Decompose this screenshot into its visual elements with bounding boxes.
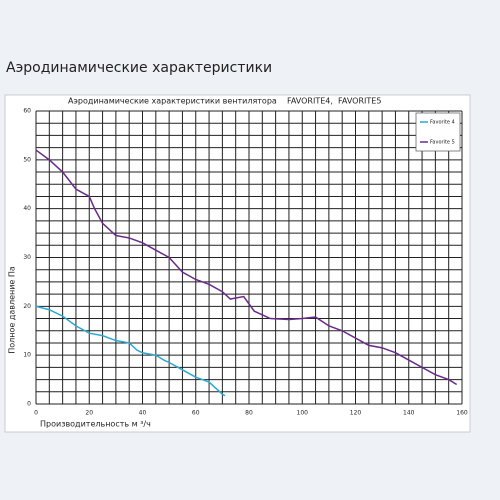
x-tick-label: 40 — [139, 410, 147, 417]
x-tick-label: 160 — [456, 410, 468, 417]
y-tick-label: 20 — [23, 303, 31, 310]
y-tick-label: 10 — [23, 352, 31, 359]
chart-title: Аэродинамические характеристики вентилят… — [68, 97, 381, 106]
x-tick-label: 20 — [85, 410, 93, 417]
y-tick-label: 0 — [27, 401, 31, 408]
y-tick-label: 30 — [23, 254, 31, 261]
heading: Аэродинамические характеристики — [6, 60, 272, 76]
x-tick-label: 100 — [297, 410, 309, 417]
series-line — [35, 149, 458, 386]
series-line — [35, 305, 226, 397]
y-tick-label: 50 — [23, 156, 31, 163]
x-tick-label: 60 — [192, 410, 200, 417]
chart-panel — [4, 94, 471, 433]
x-tick-label: 0 — [34, 410, 38, 417]
x-tick-label: 140 — [403, 410, 415, 417]
x-axis-label: Производительность м ³/ч — [40, 420, 151, 429]
y-tick-label: 40 — [23, 205, 31, 212]
y-tick-label: 60 — [23, 108, 31, 115]
legend-label: Favorite 4 — [430, 120, 455, 126]
x-tick-label: 80 — [245, 410, 253, 417]
legend-box — [415, 112, 461, 152]
legend-label: Favorite 5 — [430, 140, 455, 146]
y-axis-label: Полное давление Па — [8, 266, 17, 354]
x-tick-label: 120 — [350, 410, 362, 417]
